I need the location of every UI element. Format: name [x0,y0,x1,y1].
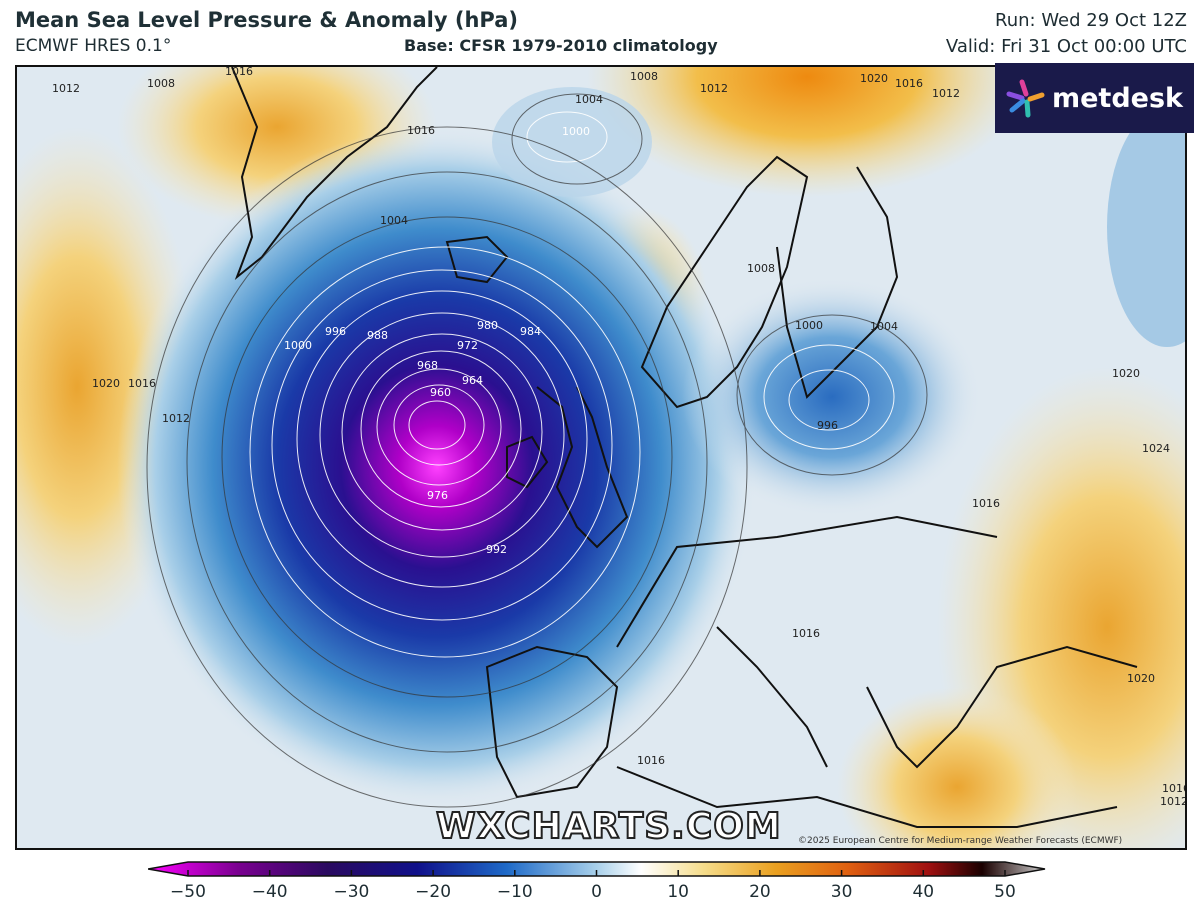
colorbar-tick-label: 30 [830,882,853,902]
climatology-base-label: Base: CFSR 1979-2010 climatology [404,36,718,55]
metdesk-logo: metdesk [995,63,1194,133]
isobars [249,111,895,658]
isobar-label: 980 [477,319,498,332]
isobar-label: 972 [457,339,478,352]
coastlines [231,67,1138,828]
isobar-label: 1016 [972,497,1000,510]
watermark: WXCHARTS.COM [435,805,782,848]
isobar-label: 984 [520,325,541,338]
isobar-label: 1004 [380,214,408,227]
colorbar-tick-label: 0 [591,882,602,902]
isobar-label: 1004 [575,93,603,106]
isobar-label: 1000 [284,339,312,352]
isobar-label: 1020 [1127,672,1155,685]
isobar-label: 988 [367,329,388,342]
colorbar-tick-label: −30 [333,882,370,902]
isobar-label: 1016 [637,754,665,767]
isobar-label: 1016 [407,124,435,137]
valid-time: Valid: Fri 31 Oct 00:00 UTC [945,36,1187,57]
isobar-label: 1012 [932,87,960,100]
isobar-label: 992 [486,543,507,556]
isobar-labels: 960 964 968 972 976 980 984 988 992 996 1000 1004 10… [52,67,1187,808]
metdesk-starburst-logo-icon [1006,79,1045,118]
isobar-label: 1012 [700,82,728,95]
isobar-label: 1016 [792,627,820,640]
model-label: ECMWF HRES 0.1° [15,36,172,56]
isobar-label: 1004 [870,320,898,333]
isobar-label: 976 [427,489,448,502]
pressure-anomaly-map: 960 964 968 972 976 980 984 988 992 996 1000 1004 10… [15,65,1187,850]
isobar-label: 964 [462,374,483,387]
run-time: Run: Wed 29 Oct 12Z [995,10,1187,31]
isobar-label: 996 [817,419,838,432]
isobar-label: 1020 [860,72,888,85]
isobar-label: 1000 [562,125,590,138]
isobar-label: 1000 [795,319,823,332]
isobar-label: 968 [417,359,438,372]
anomaly-shading [17,67,1185,848]
isobar-label: 1016 [1162,782,1187,795]
isobar-label: 1008 [147,77,175,90]
isobar-label: 1012 [1160,795,1187,808]
colorbar-tick-label: 40 [912,882,935,902]
logo-text: metdesk [1051,82,1184,114]
isobars-dark [146,93,928,808]
isobar-label: 1020 [1112,367,1140,380]
isobar-label: 1016 [895,77,923,90]
isobar-label: 1016 [128,377,156,390]
isobar-label: 1016 [225,67,253,78]
isobar-label: 996 [325,325,346,338]
isobar-label: 1012 [52,82,80,95]
isobar-label: 1012 [162,412,190,425]
colorbar-tick-label: −10 [496,882,533,902]
colorbar-tick-label: 10 [667,882,690,902]
colorbar-tick-label: 20 [749,882,771,902]
colorbar-tick-label: −20 [415,882,452,902]
colorbar-tick-label: −40 [251,882,288,902]
anomaly-colorbar [148,861,1046,877]
isobar-label: 1020 [92,377,120,390]
colorbar-tick-label: 50 [994,882,1016,902]
isobar-label: 960 [430,386,451,399]
colorbar-tick-label: −50 [170,882,206,902]
chart-title: Mean Sea Level Pressure & Anomaly (hPa) [15,8,518,32]
map-canvas: 960 964 968 972 976 980 984 988 992 996 1000 1004 10… [17,67,1187,848]
isobar-label: 1008 [747,262,775,275]
copyright-notice: ©2025 European Centre for Medium-range W… [798,836,1123,846]
isobar-label: 1008 [630,70,658,83]
isobar-label: 1024 [1142,442,1170,455]
